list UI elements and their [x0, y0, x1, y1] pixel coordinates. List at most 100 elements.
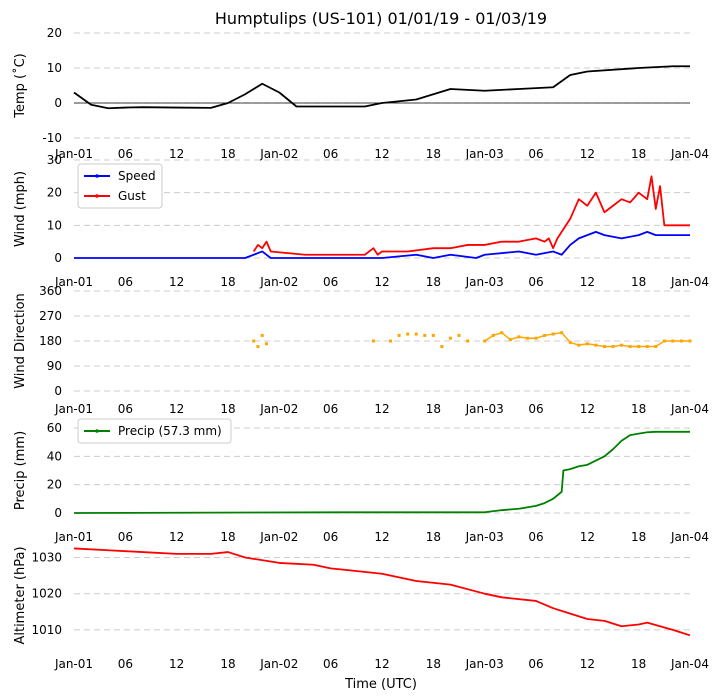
x-tick-label: 06 — [118, 657, 133, 671]
gust-line — [252, 175, 690, 256]
x-tick-label: Jan-04 — [670, 275, 709, 289]
x-tick-label: Jan-03 — [465, 147, 504, 161]
y-tick-label: 20 — [47, 186, 62, 200]
altimeter-line — [73, 547, 691, 637]
y-axis-label: Temp (˚C) — [12, 53, 28, 119]
y-tick-label: 360 — [39, 284, 62, 298]
legend-marker — [95, 174, 99, 178]
y-tick-label: 10 — [47, 218, 62, 232]
x-tick-label: 06 — [528, 275, 543, 289]
y-tick-label: 0 — [54, 96, 62, 110]
wind-direction-point — [466, 339, 470, 343]
x-tick-label: Jan-03 — [465, 657, 504, 671]
x-tick-label: 12 — [374, 657, 389, 671]
x-tick-label: 12 — [169, 275, 184, 289]
y-tick-label: 20 — [47, 26, 62, 40]
y-tick-label: 60 — [47, 421, 62, 435]
x-tick-label: 12 — [580, 402, 595, 416]
speed-line — [74, 230, 690, 259]
x-tick-label: 12 — [580, 530, 595, 544]
y-axis-label: Altimeter (hPa) — [13, 546, 28, 644]
wind-direction-point — [431, 333, 435, 337]
wind-direction-point — [252, 339, 256, 343]
x-tick-label: 12 — [374, 402, 389, 416]
x-axis-label: Time (UTC) — [344, 677, 417, 692]
x-tick-label: 12 — [169, 657, 184, 671]
x-tick-label: 06 — [528, 530, 543, 544]
wind-direction-point — [414, 332, 418, 336]
x-tick-label: 12 — [169, 147, 184, 161]
x-tick-label: 18 — [426, 402, 441, 416]
x-tick-label: 12 — [374, 275, 389, 289]
y-tick-label: 0 — [54, 506, 62, 520]
x-tick-label: 12 — [374, 147, 389, 161]
y-tick-label: 180 — [39, 334, 62, 348]
legend-marker — [95, 429, 99, 433]
y-axis-label: Precip (mm) — [13, 431, 28, 510]
legend-label: Gust — [118, 189, 146, 203]
y-tick-label: 0 — [54, 384, 62, 398]
x-tick-label: Jan-04 — [670, 657, 709, 671]
x-tick-label: 06 — [118, 275, 133, 289]
x-tick-label: 06 — [118, 147, 133, 161]
x-tick-label: 06 — [528, 657, 543, 671]
wind-direction-point — [406, 332, 410, 336]
wind-direction-point — [423, 333, 427, 337]
x-tick-label: Jan-01 — [54, 657, 93, 671]
y-tick-label: 270 — [39, 309, 62, 323]
x-tick-label: 18 — [631, 530, 646, 544]
wind-direction-point — [397, 333, 401, 337]
x-tick-label: 18 — [220, 275, 235, 289]
wind-direction-point — [448, 336, 452, 340]
x-tick-label: Jan-02 — [259, 530, 298, 544]
y-tick-label: 1030 — [31, 550, 62, 564]
y-tick-label: 1020 — [31, 587, 62, 601]
x-tick-label: 12 — [169, 402, 184, 416]
x-tick-label: 18 — [220, 402, 235, 416]
x-tick-label: Jan-02 — [259, 657, 298, 671]
x-tick-label: 06 — [323, 275, 338, 289]
panel-2: 0 10 20 30 Wind (mph) Jan-01 06 12 18 Jan-02 06 12 1… — [13, 153, 709, 289]
x-tick-label: Jan-02 — [259, 402, 298, 416]
y-tick-label: 90 — [47, 359, 62, 373]
wind-direction-point — [371, 339, 375, 343]
x-tick-label: Jan-01 — [54, 530, 93, 544]
x-tick-label: Jan-03 — [465, 402, 504, 416]
x-tick-label: 18 — [426, 147, 441, 161]
x-tick-label: Jan-02 — [259, 147, 298, 161]
x-tick-label: 18 — [631, 402, 646, 416]
wind-direction-point — [389, 339, 393, 343]
x-tick-label: Jan-03 — [465, 530, 504, 544]
x-tick-label: 12 — [580, 275, 595, 289]
y-tick-label: 30 — [47, 153, 62, 167]
x-tick-label: 12 — [580, 147, 595, 161]
x-tick-label: 06 — [323, 402, 338, 416]
panel-1: -10 0 10 20 Temp (˚C) Jan-01 06 12 18 Jan-02 06 12 1… — [12, 26, 709, 161]
x-tick-label: 06 — [528, 147, 543, 161]
x-tick-label: Jan-01 — [54, 275, 93, 289]
y-tick-label: 20 — [47, 478, 62, 492]
x-tick-label: 18 — [220, 657, 235, 671]
x-tick-label: Jan-03 — [465, 275, 504, 289]
x-tick-label: Jan-04 — [670, 530, 709, 544]
x-tick-label: 18 — [220, 530, 235, 544]
x-tick-label: Jan-01 — [54, 402, 93, 416]
wind-direction-point — [265, 342, 268, 346]
x-tick-label: 12 — [580, 657, 595, 671]
x-tick-label: 18 — [631, 657, 646, 671]
x-tick-label: 18 — [631, 275, 646, 289]
legend-box — [77, 418, 232, 444]
x-tick-label: 18 — [220, 147, 235, 161]
wind-direction-point — [457, 333, 461, 337]
x-tick-label: 12 — [374, 530, 389, 544]
wind-direction-point — [256, 345, 260, 349]
x-tick-label: Jan-02 — [259, 275, 298, 289]
temp-line — [73, 65, 690, 110]
x-tick-label: 06 — [323, 530, 338, 544]
wind-direction-point — [260, 333, 264, 337]
x-tick-label: 18 — [426, 530, 441, 544]
x-tick-label: 06 — [528, 402, 543, 416]
chart-title: Humptulips (US-101) 01/01/19 - 01/03/19 — [215, 9, 547, 28]
